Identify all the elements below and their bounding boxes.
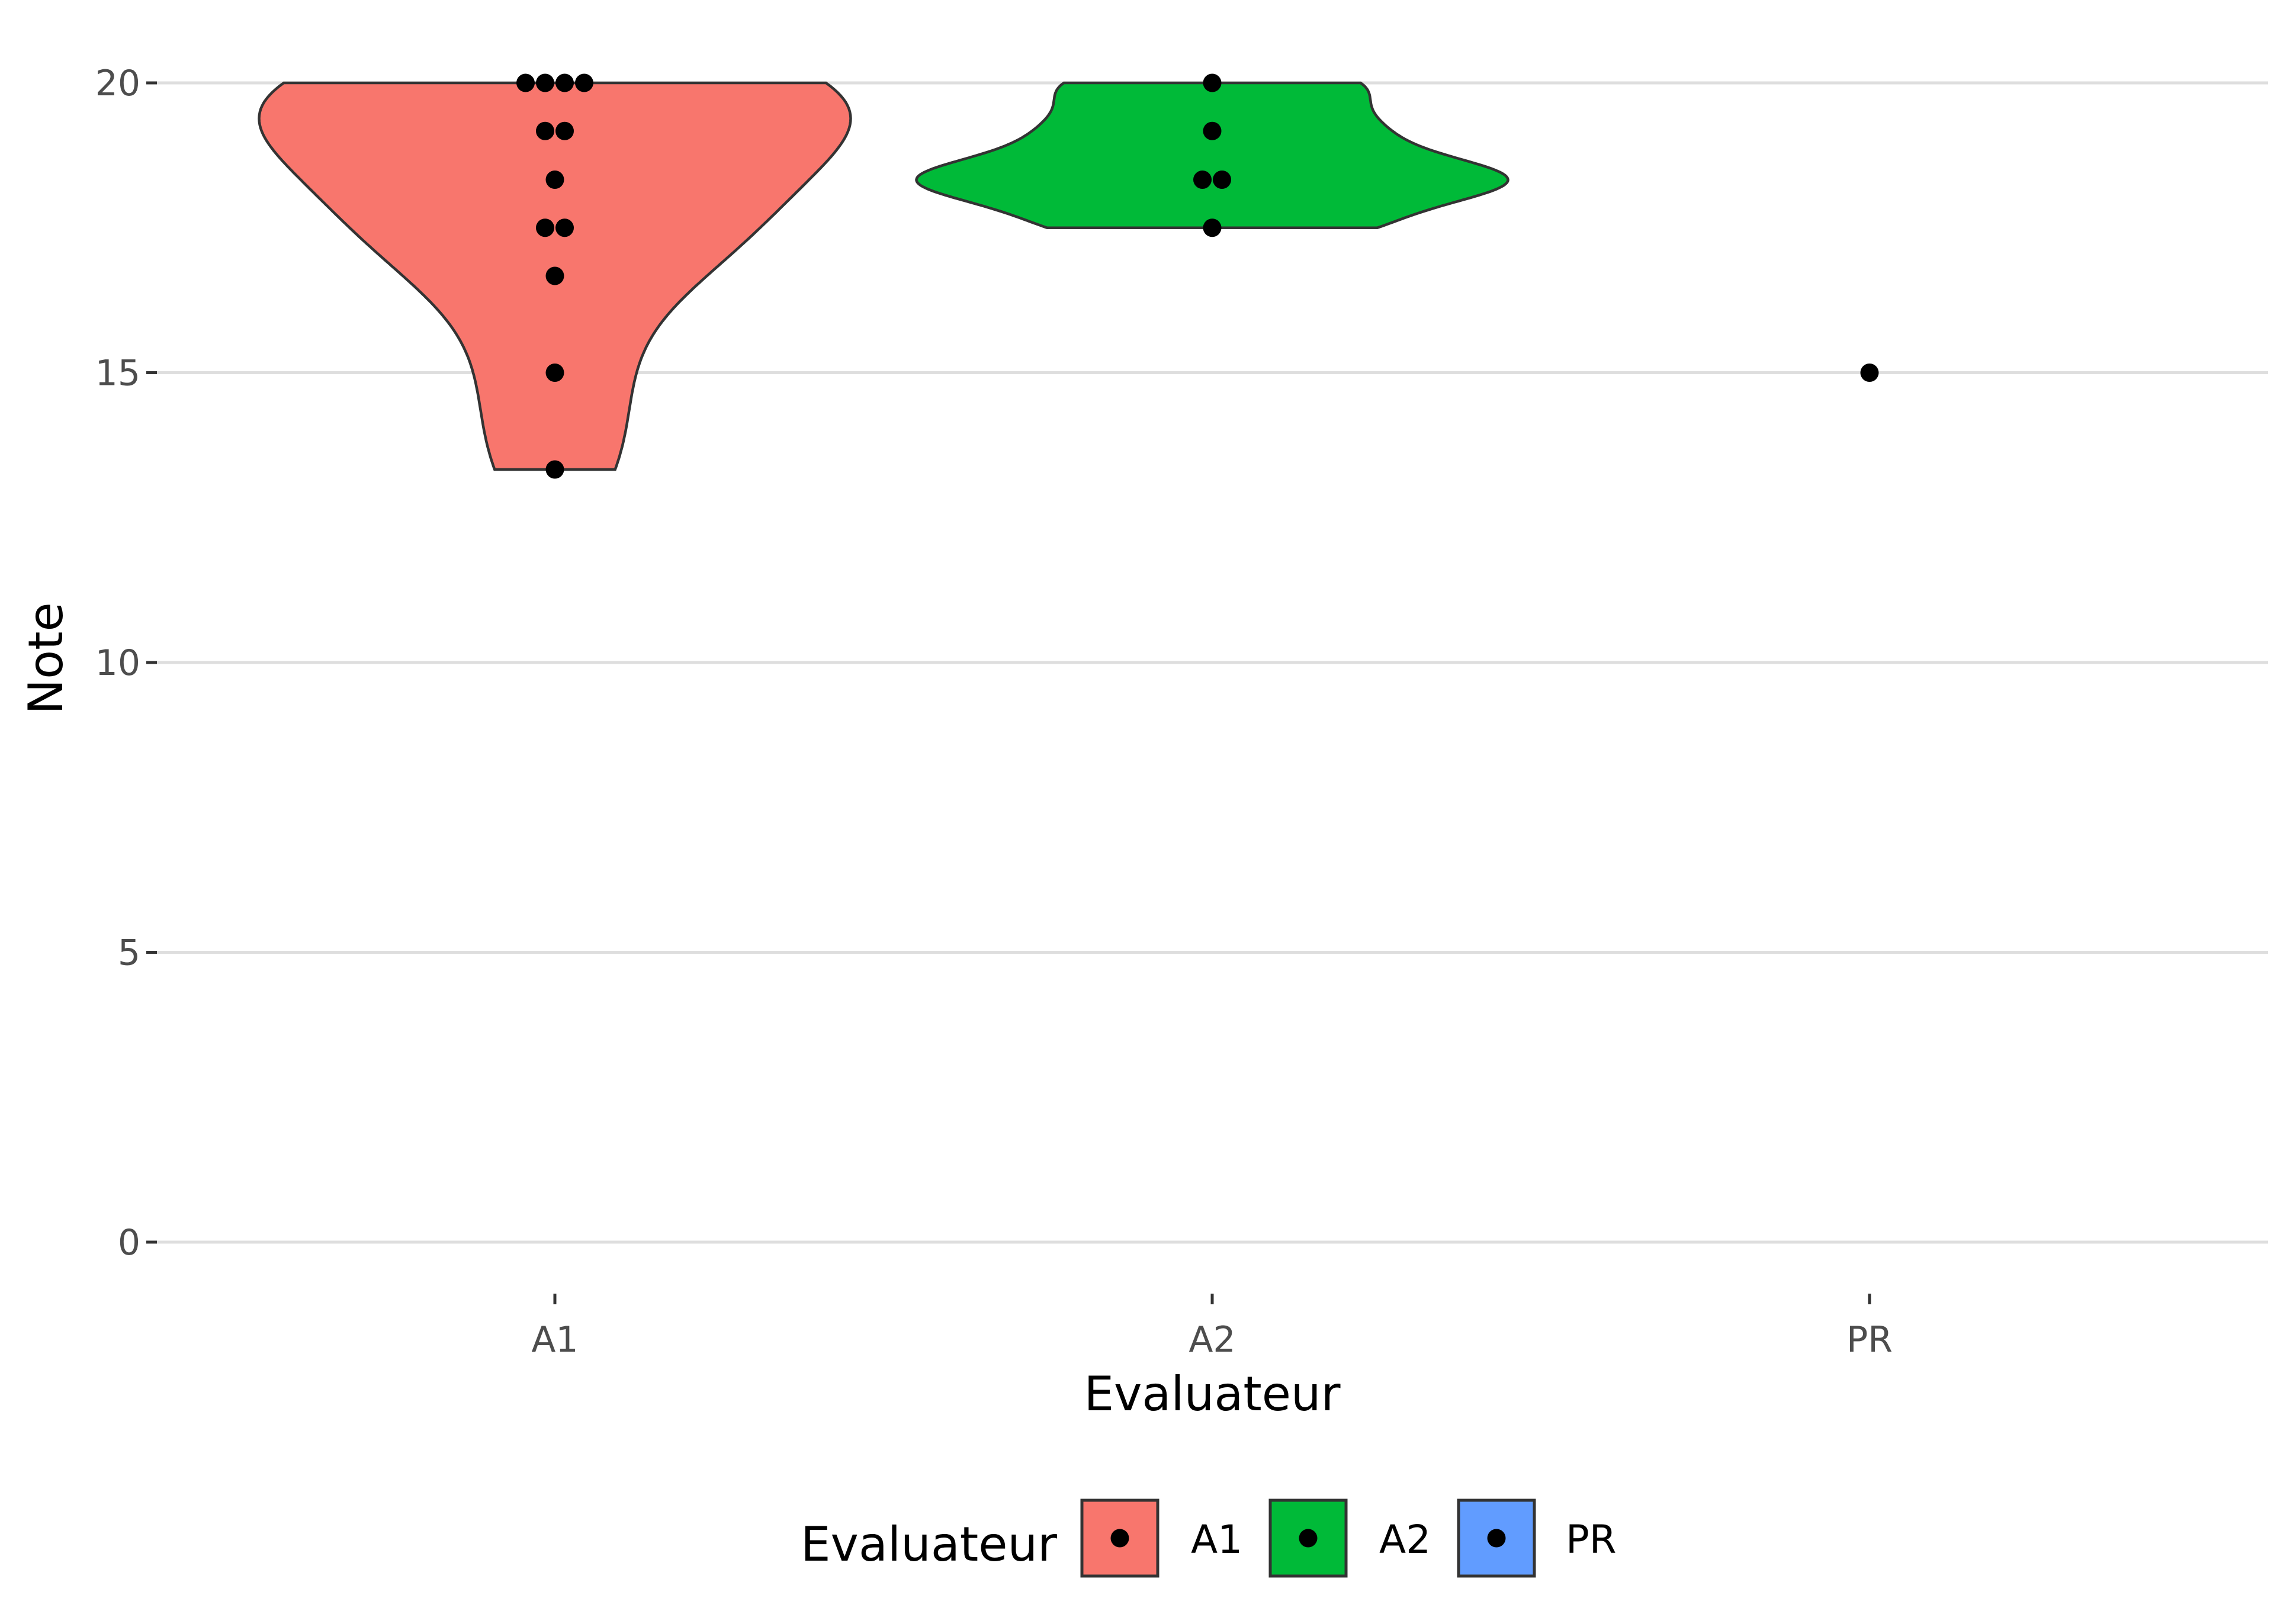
y-tick-label: 20 xyxy=(95,63,140,104)
legend-label: PR xyxy=(1566,1517,1617,1562)
data-point xyxy=(536,73,554,92)
y-tick-label: 5 xyxy=(118,932,140,974)
x-tick-label: PR xyxy=(1846,1319,1893,1361)
data-point xyxy=(1193,170,1212,189)
data-point xyxy=(575,73,593,92)
data-point xyxy=(545,266,564,285)
violins xyxy=(258,81,1509,471)
data-point xyxy=(1203,218,1222,237)
legend-label: A2 xyxy=(1379,1517,1431,1562)
legend-key-dot xyxy=(1299,1529,1318,1548)
y-tick-label: 0 xyxy=(118,1222,140,1263)
x-axis: A1 A2 PR xyxy=(531,1294,1893,1361)
legend-key-pr xyxy=(1457,1498,1536,1578)
data-point xyxy=(1203,121,1222,140)
data-point xyxy=(516,73,535,92)
data-point xyxy=(555,218,574,237)
legend-title: Evaluateur xyxy=(801,1517,1057,1572)
x-tick-label: A2 xyxy=(1189,1319,1235,1361)
data-point xyxy=(536,218,554,237)
data-point xyxy=(1860,364,1879,382)
data-points xyxy=(516,73,1879,479)
data-point xyxy=(545,170,564,189)
legend-label: A1 xyxy=(1191,1517,1242,1562)
data-point xyxy=(545,460,564,479)
data-point xyxy=(536,121,554,140)
y-tick-label: 10 xyxy=(95,642,140,684)
legend-key-dot xyxy=(1487,1529,1506,1548)
x-axis-title: Evaluateur xyxy=(1084,1366,1340,1422)
data-point xyxy=(1203,73,1222,92)
legend-key-dot xyxy=(1110,1529,1129,1548)
data-point xyxy=(555,121,574,140)
data-point xyxy=(545,364,564,382)
legend: Evaluateur A1 A2 PR xyxy=(801,1498,1617,1578)
y-axis-title: Note xyxy=(18,602,73,714)
x-tick-label: A1 xyxy=(531,1319,578,1361)
data-point xyxy=(555,73,574,92)
y-axis: 0 5 10 15 20 xyxy=(95,63,157,1263)
y-tick-label: 15 xyxy=(95,353,140,394)
violin-a2 xyxy=(915,81,1509,230)
data-point xyxy=(1213,170,1231,189)
